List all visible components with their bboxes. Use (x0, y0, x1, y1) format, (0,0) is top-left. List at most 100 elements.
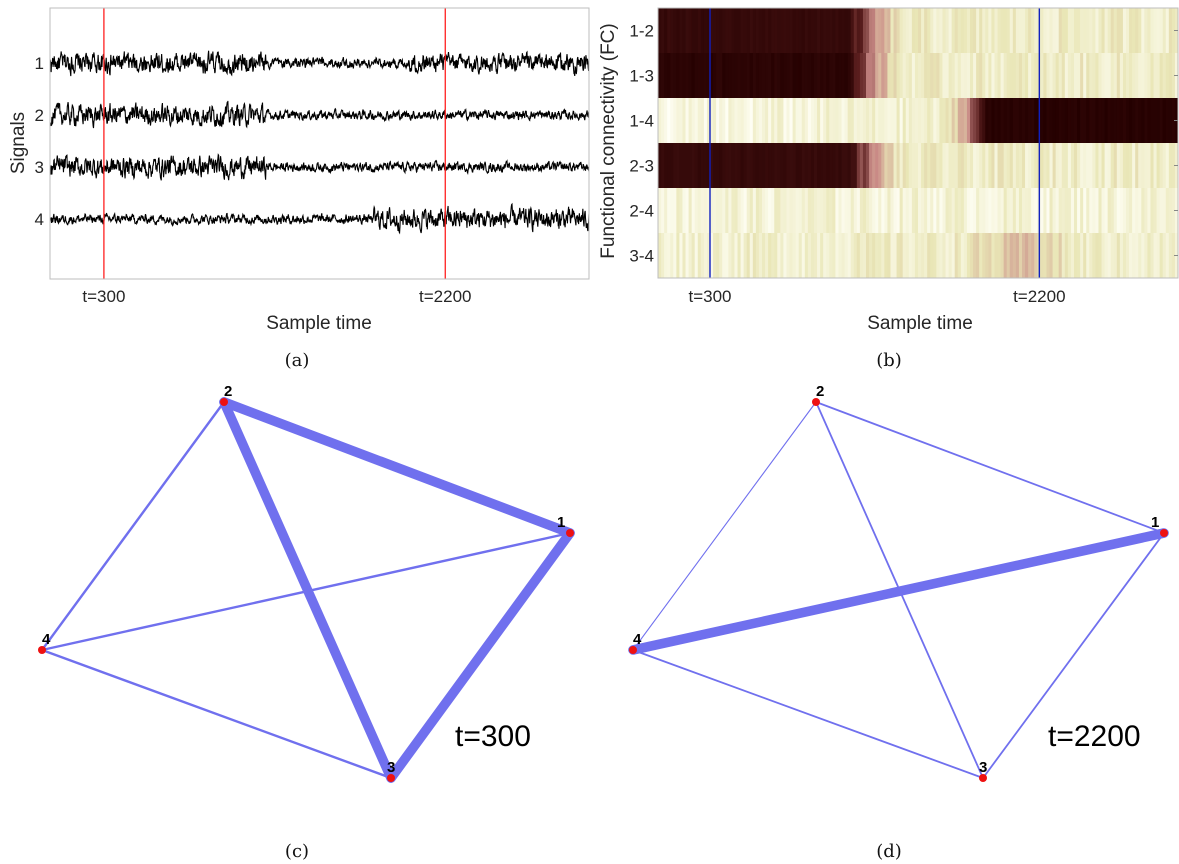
heatmap-cell (957, 8, 962, 54)
heatmap-cell (765, 53, 769, 99)
heatmap-cell (866, 188, 870, 234)
heatmap-cell (841, 8, 846, 54)
heatmap-cell (716, 143, 720, 189)
panel-d-network: 1 2 3 4 t=2200 (d) (628, 383, 1169, 862)
heatmap-cell (878, 8, 882, 54)
heatmap-cell (856, 143, 861, 189)
heatmap-cell (1098, 98, 1103, 144)
heatmap-cell (1135, 233, 1139, 278)
heatmap-cell (810, 8, 815, 54)
time-tick-labels: t=300 t=2200 (82, 287, 471, 306)
heatmap-cell (807, 98, 812, 144)
heatmap-cell (789, 233, 794, 278)
heatmap-cell (954, 143, 959, 189)
heatmap-cell (1058, 188, 1063, 234)
heatmap-cell (1040, 98, 1045, 144)
heatmap-cell (1012, 8, 1017, 54)
heatmap-cell (771, 53, 775, 99)
heatmap-cell (1159, 98, 1164, 144)
heatmap-cell (856, 53, 861, 99)
heatmap-cell (706, 98, 711, 144)
edge-1-3 (386, 528, 575, 783)
heatmap-cell (1101, 188, 1106, 234)
heatmap-cell (786, 53, 791, 99)
heatmap-cell (1141, 188, 1145, 234)
heatmap-cell (866, 233, 870, 278)
heatmap-cell (844, 53, 849, 99)
heatmap-cell (1061, 143, 1066, 189)
heatmap-cell (924, 188, 928, 234)
heatmap-cell (814, 233, 818, 278)
heatmap-cell (1006, 143, 1011, 189)
heatmap-cell (703, 188, 708, 234)
heatmap-cell (792, 143, 797, 189)
heatmap-cell (844, 233, 849, 278)
heatmap-cell (777, 233, 781, 278)
heatmap-cell (734, 233, 739, 278)
signal-line-2 (50, 100, 589, 129)
heatmap-cell (719, 98, 723, 144)
heatmap-cell (731, 233, 736, 278)
panel-a-frame (49, 7, 590, 280)
heatmap-cell (801, 98, 806, 144)
heatmap-cell (859, 233, 864, 278)
heatmap-cell (728, 233, 733, 278)
heatmap-cell (1150, 233, 1155, 278)
heatmap-cell (921, 8, 925, 54)
heatmap-cell (942, 53, 947, 99)
heatmap-cell (997, 8, 1002, 54)
heatmap-cell (890, 188, 895, 234)
heatmap-cell (1171, 233, 1176, 278)
heatmap-cell (758, 188, 763, 234)
heatmap-cell (970, 143, 974, 189)
heatmap-cell (1074, 8, 1078, 54)
heatmap-cell (884, 233, 889, 278)
heatmap-cell (1055, 8, 1060, 54)
heatmap-cell (664, 53, 668, 99)
heatmap-cell (731, 98, 736, 144)
heatmap-cell (682, 53, 687, 99)
heatmap-cell (887, 143, 892, 189)
heatmap-cell (1095, 53, 1100, 99)
heatmap-cell (911, 188, 916, 234)
heatmap-cell (688, 53, 693, 99)
heatmap-cell (966, 53, 971, 99)
heatmap-cell (823, 98, 827, 144)
heatmap-cell (661, 8, 665, 54)
heatmap-cell (985, 233, 989, 278)
heatmap-cell (722, 188, 726, 234)
heatmap-cell (856, 188, 861, 234)
heatmap-cell (719, 8, 723, 54)
heatmap-cell (1116, 233, 1121, 278)
heatmap-cell (1018, 233, 1023, 278)
heatmap-cell (783, 188, 788, 234)
heatmap-cell (694, 53, 699, 99)
heatmap-cell (902, 233, 907, 278)
heatmap-cell (731, 188, 736, 234)
heatmap-cell (746, 233, 751, 278)
heatmap-cell (859, 8, 864, 54)
heatmap-cell (667, 188, 671, 234)
heatmap-cell (1080, 53, 1084, 99)
heatmap-cell (762, 53, 766, 99)
heatmap-cell (804, 233, 809, 278)
fc-pair-tick-label: 2-4 (629, 202, 654, 221)
heatmap-cell (1138, 143, 1142, 189)
heatmap-cell (982, 53, 986, 99)
heatmap-cell (716, 8, 720, 54)
heatmap-cell (1061, 53, 1066, 99)
heatmap-cell (1147, 98, 1152, 144)
heatmap-cell (921, 53, 925, 99)
heatmap-cell (743, 233, 748, 278)
heatmap-cell (758, 233, 763, 278)
heatmap-cell (740, 8, 745, 54)
heatmap-cell (691, 98, 696, 144)
heatmap-cell (841, 143, 846, 189)
heatmap-cell (979, 8, 983, 54)
heatmap-cell (1070, 233, 1075, 278)
heatmap-cell (924, 233, 928, 278)
heatmap-cell (1058, 8, 1063, 54)
heatmap-cell (924, 98, 928, 144)
heatmap-cell (710, 233, 714, 278)
heatmap-cell (1018, 8, 1023, 54)
